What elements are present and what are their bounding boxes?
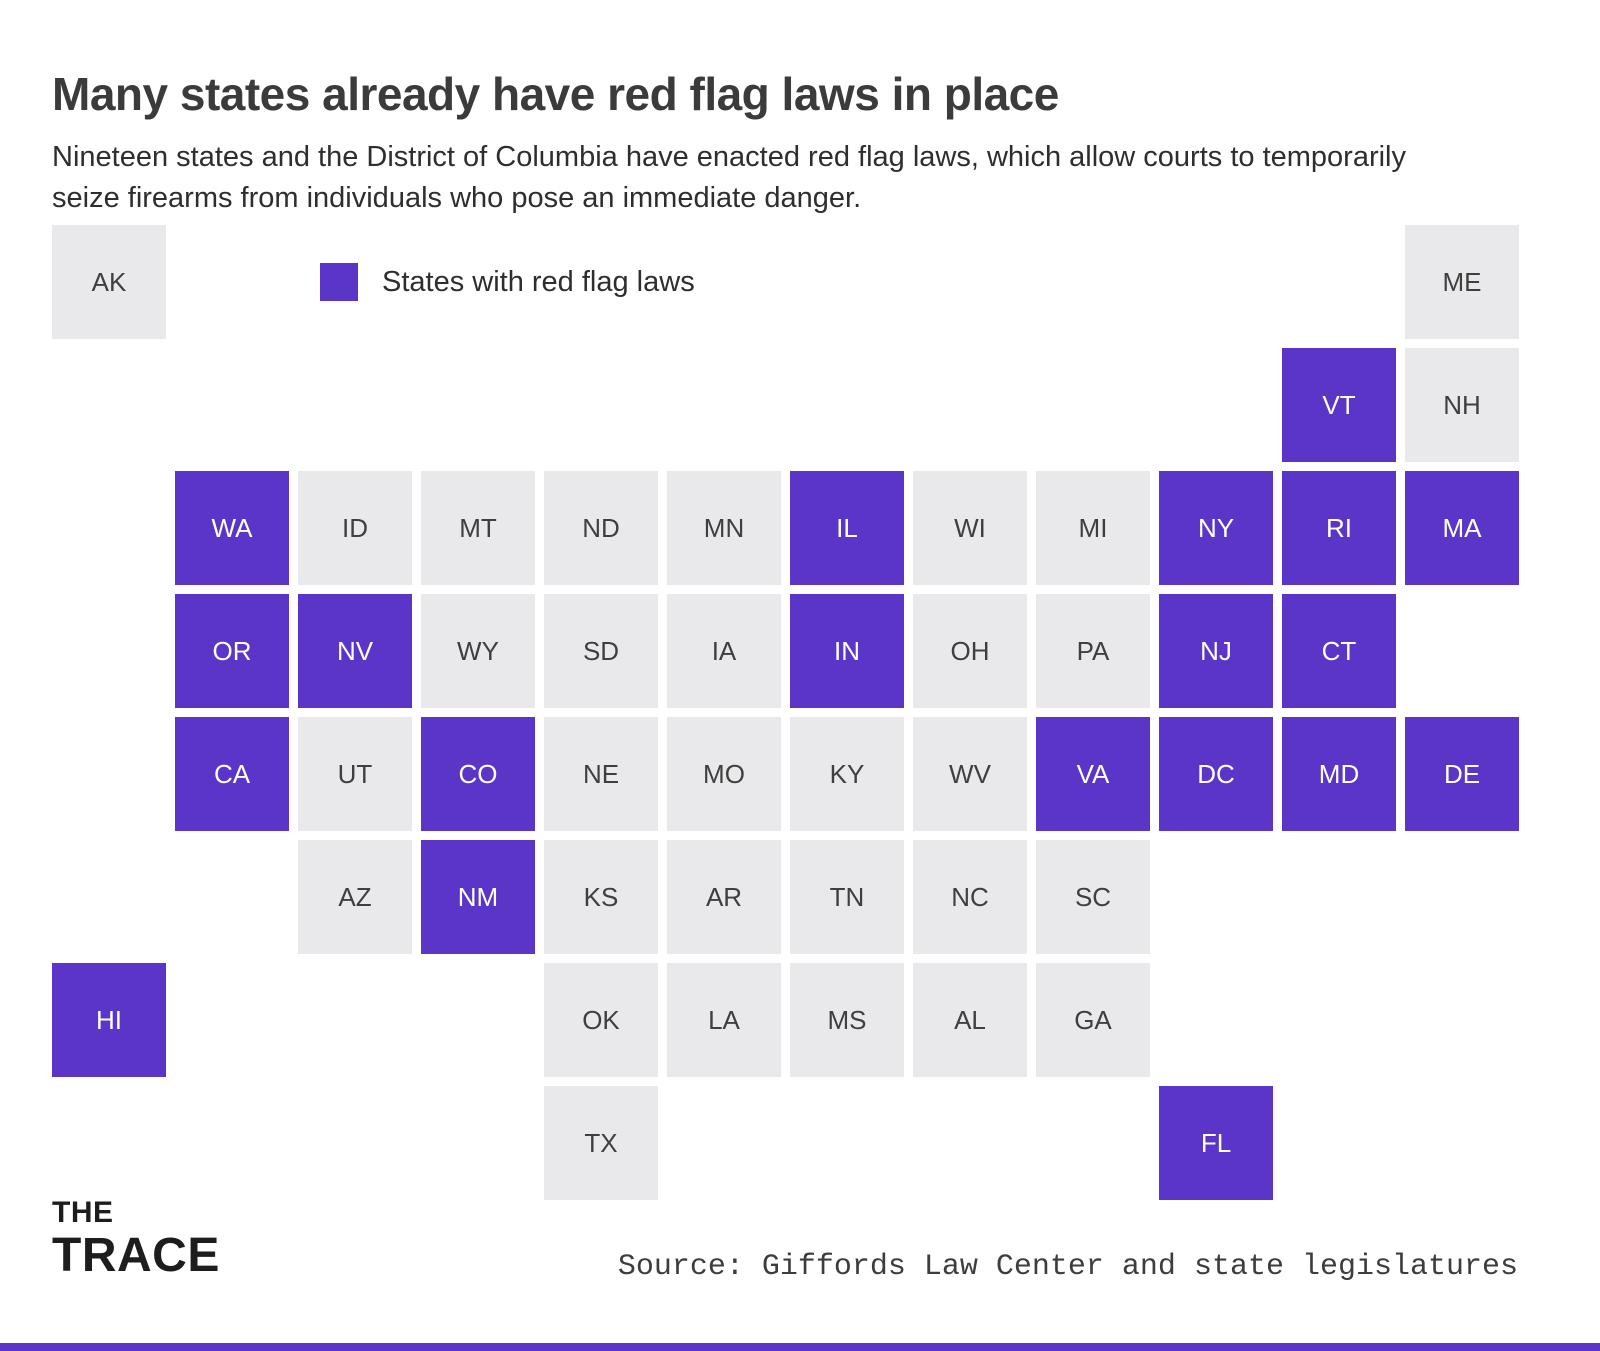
state-tile-oh: OH xyxy=(913,594,1027,708)
state-tile-tn: TN xyxy=(790,840,904,954)
state-tile-nv: NV xyxy=(298,594,412,708)
state-tile-mo: MO xyxy=(667,717,781,831)
logo-line-the: THE xyxy=(52,1196,114,1229)
state-tile-nc: NC xyxy=(913,840,1027,954)
legend-label: States with red flag laws xyxy=(382,265,695,298)
state-tile-ms: MS xyxy=(790,963,904,1077)
state-tile-mt: MT xyxy=(421,471,535,585)
state-tile-ri: RI xyxy=(1282,471,1396,585)
page-title: Many states already have red flag laws i… xyxy=(52,67,1059,120)
state-tile-ca: CA xyxy=(175,717,289,831)
state-tile-ak: AK xyxy=(52,225,166,339)
legend: States with red flag laws xyxy=(320,263,695,301)
state-tile-ar: AR xyxy=(667,840,781,954)
state-tile-ok: OK xyxy=(544,963,658,1077)
state-tile-wy: WY xyxy=(421,594,535,708)
state-tile-co: CO xyxy=(421,717,535,831)
state-tile-nm: NM xyxy=(421,840,535,954)
state-tile-sc: SC xyxy=(1036,840,1150,954)
state-tile-me: ME xyxy=(1405,225,1519,339)
state-tile-pa: PA xyxy=(1036,594,1150,708)
logo-line-trace: TRACE xyxy=(52,1229,220,1282)
state-tile-dc: DC xyxy=(1159,717,1273,831)
state-tile-va: VA xyxy=(1036,717,1150,831)
state-tile-wi: WI xyxy=(913,471,1027,585)
state-tile-la: LA xyxy=(667,963,781,1077)
state-tile-md: MD xyxy=(1282,717,1396,831)
state-tile-or: OR xyxy=(175,594,289,708)
state-tile-ut: UT xyxy=(298,717,412,831)
state-tile-nh: NH xyxy=(1405,348,1519,462)
state-tile-in: IN xyxy=(790,594,904,708)
state-tile-id: ID xyxy=(298,471,412,585)
state-tile-ne: NE xyxy=(544,717,658,831)
state-tile-ma: MA xyxy=(1405,471,1519,585)
page-subtitle: Nineteen states and the District of Colu… xyxy=(52,141,1406,215)
state-tile-vt: VT xyxy=(1282,348,1396,462)
state-tile-nj: NJ xyxy=(1159,594,1273,708)
state-tile-ky: KY xyxy=(790,717,904,831)
state-tile-ga: GA xyxy=(1036,963,1150,1077)
state-tile-ks: KS xyxy=(544,840,658,954)
state-tile-wa: WA xyxy=(175,471,289,585)
state-tile-ia: IA xyxy=(667,594,781,708)
state-tile-hi: HI xyxy=(52,963,166,1077)
source-attribution: Source: Giffords Law Center and state le… xyxy=(617,1250,1518,1284)
state-tile-de: DE xyxy=(1405,717,1519,831)
accent-bottom-bar xyxy=(0,1343,1600,1351)
legend-swatch xyxy=(320,263,358,301)
state-tile-mi: MI xyxy=(1036,471,1150,585)
tile-grid-map: AK ME VT NH WA ID MT ND MN IL WI MI NY RI MA OR NV WY SD IA… xyxy=(52,225,1519,1200)
state-tile-il: IL xyxy=(790,471,904,585)
state-tile-wv: WV xyxy=(913,717,1027,831)
state-tile-ct: CT xyxy=(1282,594,1396,708)
state-tile-az: AZ xyxy=(298,840,412,954)
state-tile-sd: SD xyxy=(544,594,658,708)
state-tile-fl: FL xyxy=(1159,1086,1273,1200)
state-tile-tx: TX xyxy=(544,1086,658,1200)
state-tile-mn: MN xyxy=(667,471,781,585)
state-tile-ny: NY xyxy=(1159,471,1273,585)
state-tile-nd: ND xyxy=(544,471,658,585)
state-tile-al: AL xyxy=(913,963,1027,1077)
the-trace-logo: THE TRACE xyxy=(52,1198,220,1280)
